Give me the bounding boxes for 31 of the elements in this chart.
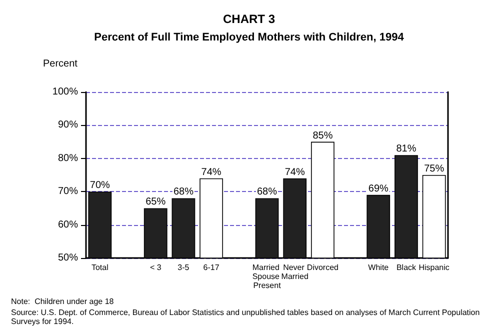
text: Note: Children under age 18 (11, 297, 114, 306)
data-label: 70% (90, 180, 110, 192)
data-label: 69% (368, 183, 388, 194)
chart-title: CHART 3 (222, 12, 276, 26)
y-tick-label: 100% (52, 86, 78, 98)
data-label: 68% (256, 186, 278, 198)
data-label: 75% (424, 164, 444, 174)
x-tick-label: White (368, 263, 390, 272)
data-label: 68% (173, 186, 194, 198)
y-tick-label: 90% (58, 120, 78, 131)
y-tick-label: 50% (58, 252, 78, 264)
data-label: 65% (146, 196, 166, 208)
data-label: 74% (284, 166, 305, 178)
chart-subtitle: Percent of Full Time Employed Mothers with Children, 1994 (94, 32, 405, 44)
x-tick-label: Total (91, 263, 109, 272)
y-tick-label: 60% (58, 219, 78, 230)
x-tick-label: Married Spouse Present (252, 263, 282, 290)
x-tick-label: Divorced (306, 263, 338, 272)
data-label: 74% (201, 166, 222, 178)
x-tick-label: Hispanic (418, 263, 450, 272)
x-tick-label: 3-5 (178, 263, 190, 272)
x-tick-label: Never Married (281, 263, 308, 281)
source-note: Source: U.S. Dept. of Commerce, Bureau of Labor Statistics and unpublished tables based on analyses of March Current Population Surveys for 1994. (11, 308, 482, 326)
data-label: 85% (312, 130, 333, 142)
data-label: 81% (396, 144, 416, 155)
x-tick-label: 6-17 (203, 263, 220, 272)
y-tick-label: 80% (58, 152, 78, 164)
y-axis-title: Percent (43, 58, 78, 70)
x-tick-label: < 3 (150, 263, 162, 272)
x-tick-label: Black (396, 263, 418, 272)
y-tick-label: 70% (58, 186, 78, 198)
